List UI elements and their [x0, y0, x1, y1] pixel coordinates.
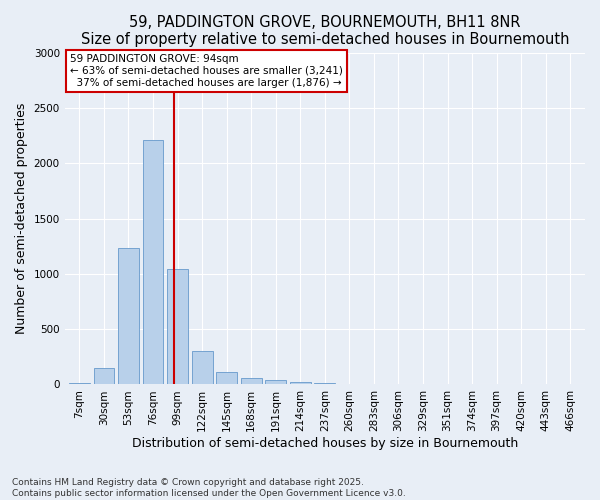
Bar [241, 378, 262, 384]
Bar [216, 372, 237, 384]
Bar [118, 248, 139, 384]
Title: 59, PADDINGTON GROVE, BOURNEMOUTH, BH11 8NR
Size of property relative to semi-de: 59, PADDINGTON GROVE, BOURNEMOUTH, BH11 … [80, 15, 569, 48]
Y-axis label: Number of semi-detached properties: Number of semi-detached properties [15, 103, 28, 334]
Text: Contains HM Land Registry data © Crown copyright and database right 2025.
Contai: Contains HM Land Registry data © Crown c… [12, 478, 406, 498]
Bar [94, 368, 115, 384]
Bar [143, 140, 163, 384]
X-axis label: Distribution of semi-detached houses by size in Bournemouth: Distribution of semi-detached houses by … [132, 437, 518, 450]
Bar [191, 352, 212, 384]
Bar [167, 270, 188, 384]
Text: 59 PADDINGTON GROVE: 94sqm
← 63% of semi-detached houses are smaller (3,241)
  3: 59 PADDINGTON GROVE: 94sqm ← 63% of semi… [70, 54, 343, 88]
Bar [265, 380, 286, 384]
Bar [290, 382, 311, 384]
